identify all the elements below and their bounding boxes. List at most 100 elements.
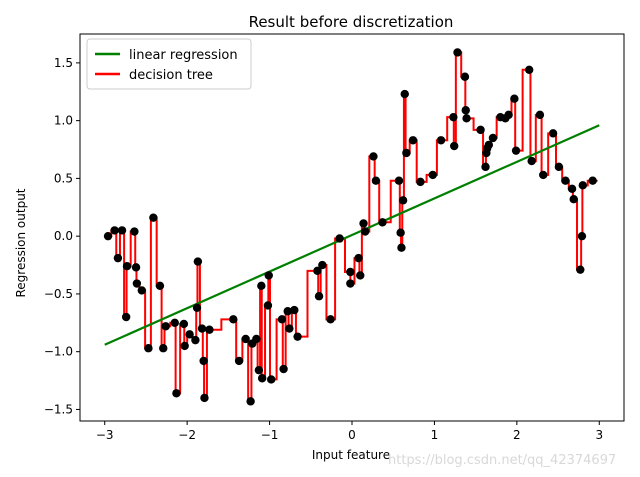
data-point (462, 114, 471, 123)
data-point (229, 315, 238, 324)
data-point (577, 231, 587, 241)
data-point (200, 393, 209, 403)
data-point (569, 194, 578, 204)
x-tick-label: 3 (595, 428, 603, 442)
x-tick-label: −3 (96, 428, 114, 442)
data-point (525, 65, 534, 75)
data-point (285, 324, 294, 333)
data-point (346, 279, 355, 288)
data-point (113, 253, 123, 263)
y-tick-label: −1.5 (44, 402, 73, 416)
data-point (504, 110, 513, 120)
data-point (461, 106, 470, 115)
data-point (293, 332, 302, 341)
data-point (121, 312, 131, 322)
data-point (554, 162, 564, 172)
data-point (161, 322, 170, 331)
data-point (246, 397, 255, 406)
data-point (254, 365, 264, 375)
data-point (398, 196, 408, 205)
data-point (356, 271, 365, 280)
data-point (199, 356, 208, 366)
data-point (170, 318, 179, 328)
data-point (359, 219, 368, 228)
data-point (369, 152, 378, 161)
y-axis-label: Regression output (14, 188, 28, 297)
data-point (481, 162, 490, 172)
data-point (326, 315, 335, 324)
data-point (257, 281, 266, 291)
data-point (396, 228, 405, 237)
data-point (484, 140, 494, 150)
x-tick-label: 0 (348, 428, 356, 442)
data-point (290, 305, 299, 315)
data-point (561, 176, 570, 185)
data-point (122, 262, 132, 271)
data-point (416, 177, 425, 187)
data-point (548, 129, 558, 138)
data-point (318, 260, 327, 270)
data-point (279, 364, 288, 374)
data-point (371, 176, 381, 185)
data-point (234, 356, 244, 366)
data-point (335, 234, 344, 243)
data-point (263, 301, 273, 310)
data-point (476, 125, 485, 135)
data-point (314, 292, 324, 301)
data-point (180, 341, 189, 351)
y-tick-label: 0.0 (54, 229, 73, 243)
data-point (197, 324, 207, 333)
data-point (453, 48, 462, 57)
data-point (205, 325, 214, 334)
data-point (313, 266, 322, 276)
data-point (449, 112, 458, 122)
data-point (354, 253, 363, 263)
data-point (172, 389, 181, 398)
data-point (252, 334, 261, 344)
y-tick-label: 1.0 (54, 114, 73, 128)
legend: linear regression decision tree (86, 38, 252, 90)
data-point (191, 335, 200, 345)
data-point (450, 141, 459, 151)
data-point (193, 257, 203, 266)
data-point (159, 344, 168, 353)
data-point (137, 286, 147, 295)
data-point (257, 374, 267, 383)
x-axis-label: Input feature (312, 448, 390, 462)
data-point (155, 281, 165, 291)
data-point (277, 315, 287, 324)
data-point (488, 133, 498, 143)
data-point (179, 319, 189, 329)
data-point (576, 265, 585, 274)
data-point (132, 279, 142, 288)
data-point (267, 375, 276, 384)
data-point (567, 184, 577, 193)
data-point (408, 136, 418, 145)
data-point (535, 110, 545, 120)
plot-area: −3 −2 −1 0 1 2 3 −1.5 −1.0 −0.5 0.0 0.5 1.0 1.5 (44, 33, 625, 442)
data-point (117, 226, 127, 235)
data-point (578, 181, 587, 190)
data-point (346, 267, 355, 277)
data-point (131, 263, 141, 272)
x-tick-label: −2 (178, 428, 196, 442)
x-tick-label: 1 (431, 428, 439, 442)
data-point (510, 94, 519, 103)
y-tick-label: 0.5 (54, 171, 73, 185)
data-point (397, 243, 406, 252)
y-tick-label: −0.5 (44, 287, 73, 301)
x-tick-label: 2 (513, 428, 521, 442)
data-point (103, 231, 113, 241)
linear-regression-line (104, 124, 600, 346)
legend-label-linear-regression: linear regression (129, 48, 238, 63)
data-point (588, 176, 597, 185)
data-point (110, 226, 119, 235)
data-point (428, 170, 437, 180)
chart-title: Result before discretization (249, 13, 454, 31)
data-point (360, 227, 370, 236)
watermark-text: https://blog.csdn.net/qq_42374697 (388, 453, 616, 468)
data-point (378, 218, 387, 227)
data-point (241, 334, 250, 344)
data-point (539, 170, 548, 180)
